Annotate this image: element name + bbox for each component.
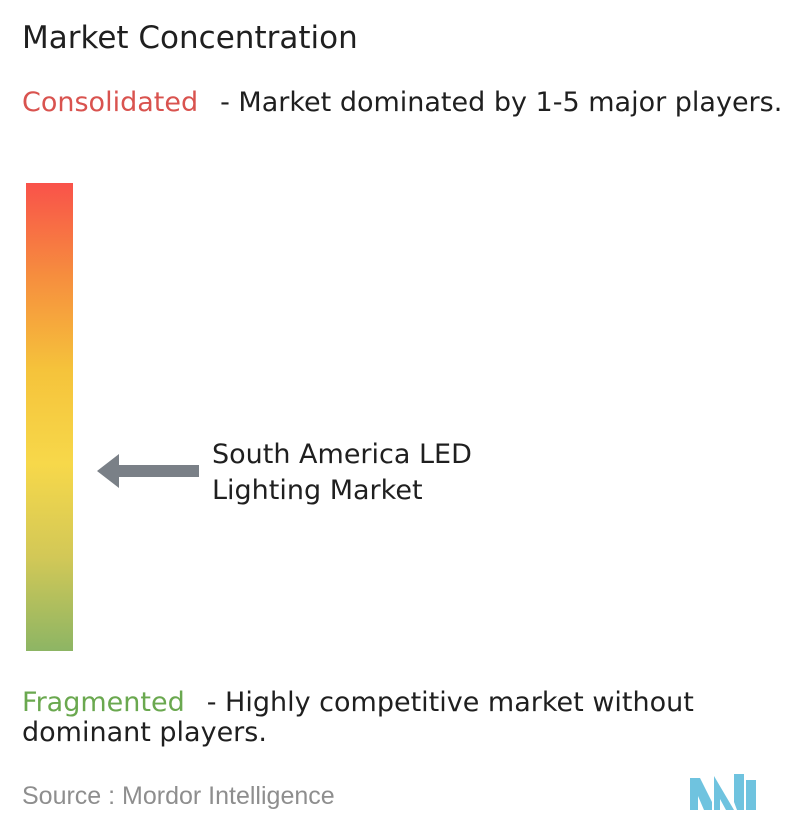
source-credit: Source : Mordor Intelligence bbox=[22, 782, 335, 810]
consolidated-legend: Consolidated - Market dominated by 1-5 ma… bbox=[22, 88, 792, 118]
consolidated-label: Consolidated bbox=[22, 87, 199, 118]
consolidated-description: - Market dominated by 1-5 major players. bbox=[220, 87, 783, 118]
fragmented-description: - Highly competitive market without domi… bbox=[22, 687, 694, 748]
chart-title: Market Concentration bbox=[22, 20, 358, 56]
mordor-intelligence-logo-icon bbox=[690, 774, 756, 810]
market-position-arrow-icon bbox=[97, 454, 199, 488]
fragmented-label: Fragmented bbox=[22, 687, 185, 718]
concentration-gradient-bar bbox=[26, 183, 73, 651]
market-label-line-2: Lighting Market bbox=[212, 475, 423, 506]
fragmented-legend: Fragmented - Highly competitive market wi… bbox=[22, 688, 792, 748]
market-label: South America LED Lighting Market bbox=[212, 437, 472, 509]
market-label-line-1: South America LED bbox=[212, 439, 472, 470]
